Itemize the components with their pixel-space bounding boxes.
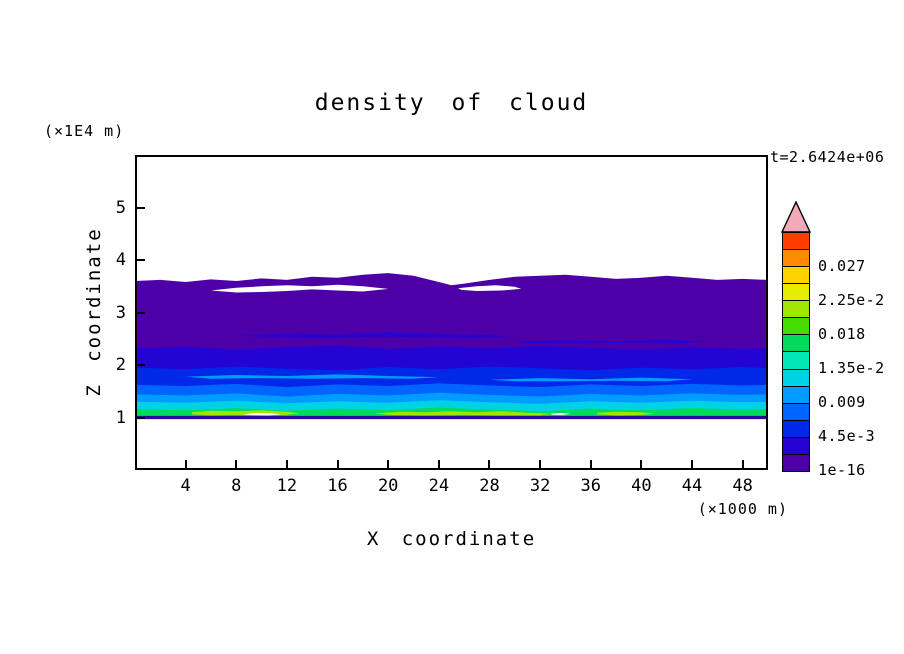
colorbar-segment-2 — [783, 419, 809, 437]
colorbar-label: 0.018 — [818, 325, 866, 343]
y-tick-mark — [137, 206, 145, 209]
colorbar-segment-10 — [783, 283, 809, 301]
x-tick-label: 44 — [681, 476, 703, 496]
cloud-base-line — [135, 415, 768, 420]
y-tick-label: 5 — [115, 197, 126, 218]
x-tick-label: 16 — [327, 476, 348, 496]
colorbar-segment-0 — [783, 453, 809, 471]
x-tick-mark — [184, 460, 187, 468]
y-tick-label: 4 — [115, 250, 126, 270]
x-tick-mark — [691, 460, 694, 468]
colorbar-segment-9 — [783, 300, 809, 318]
x-axis-unit: (×1000 m) — [697, 500, 788, 518]
colorbar-segment-6 — [783, 351, 809, 369]
colorbar-label: 2.25e-2 — [818, 291, 885, 309]
x-tick-mark — [437, 460, 440, 468]
x-tick-label: 24 — [428, 476, 450, 496]
streak-azure-b — [489, 377, 692, 382]
x-tick-label: 40 — [631, 476, 652, 496]
streak-navy-b — [514, 339, 705, 344]
x-tick-mark — [336, 460, 339, 468]
x-tick-mark — [589, 460, 592, 468]
x-tick-label: 12 — [276, 476, 298, 496]
x-tick-mark — [741, 460, 744, 468]
x-axis-label: X coordinate — [366, 528, 537, 550]
x-tick-mark — [235, 460, 238, 468]
time-annotation: t=2.6424e+06 — [770, 148, 885, 166]
colorbar-segment-8 — [783, 317, 809, 335]
colorbar-segment-1 — [783, 436, 809, 454]
y-tick-label: 1 — [115, 407, 126, 428]
colorbar-label: 0.009 — [818, 393, 866, 411]
y-tick-mark — [137, 311, 145, 314]
colorbar-label: 4.5e-3 — [818, 427, 876, 445]
y-tick-mark — [137, 416, 145, 419]
colorbar-arrow-shape — [781, 201, 811, 233]
colorbar-label: 0.027 — [818, 257, 866, 275]
colorbar-segment-3 — [783, 402, 809, 420]
x-tick-label: 4 — [180, 476, 191, 496]
colorbar — [782, 232, 810, 472]
colorbar-segment-13 — [783, 232, 809, 249]
colorbar-segment-4 — [783, 385, 809, 403]
x-tick-label: 48 — [732, 476, 753, 496]
x-tick-mark — [488, 460, 491, 468]
colorbar-segment-5 — [783, 368, 809, 386]
y-tick-mark — [137, 259, 145, 261]
contour-plot — [135, 273, 768, 420]
y-axis-label: Z coordinate — [83, 227, 105, 397]
y-tick-label: 2 — [115, 355, 126, 375]
patch-yellowgreen-c — [597, 411, 655, 416]
x-tick-label: 8 — [231, 476, 242, 496]
colorbar-segment-11 — [783, 266, 809, 284]
x-tick-label: 36 — [580, 476, 601, 496]
y-tick-label: 3 — [115, 302, 126, 323]
white-gap-b — [457, 285, 522, 291]
streak-azure-a — [185, 374, 439, 379]
x-tick-label: 20 — [377, 476, 399, 496]
white-speck-b — [550, 413, 571, 415]
white-gap-a — [211, 284, 389, 293]
colorbar-label: 1.35e-2 — [818, 359, 885, 377]
x-tick-mark — [387, 460, 390, 468]
patch-yellowgreen-b — [375, 411, 553, 416]
y-axis-unit: (×1E4 m) — [44, 122, 125, 140]
colorbar-overflow-arrow-icon — [781, 201, 811, 233]
x-tick-label: 32 — [529, 476, 551, 496]
y-tick-mark — [137, 364, 145, 366]
colorbar-segment-7 — [783, 334, 809, 352]
x-tick-mark — [539, 460, 542, 468]
white-speck-a — [242, 413, 281, 416]
x-tick-mark — [285, 460, 288, 468]
chart-title: density of cloud — [314, 90, 589, 116]
x-tick-mark — [640, 460, 643, 468]
colorbar-segment-12 — [783, 248, 809, 267]
x-tick-label: 28 — [479, 476, 500, 496]
colorbar-label: 1e-16 — [818, 461, 866, 479]
streak-navy-a — [236, 332, 515, 338]
